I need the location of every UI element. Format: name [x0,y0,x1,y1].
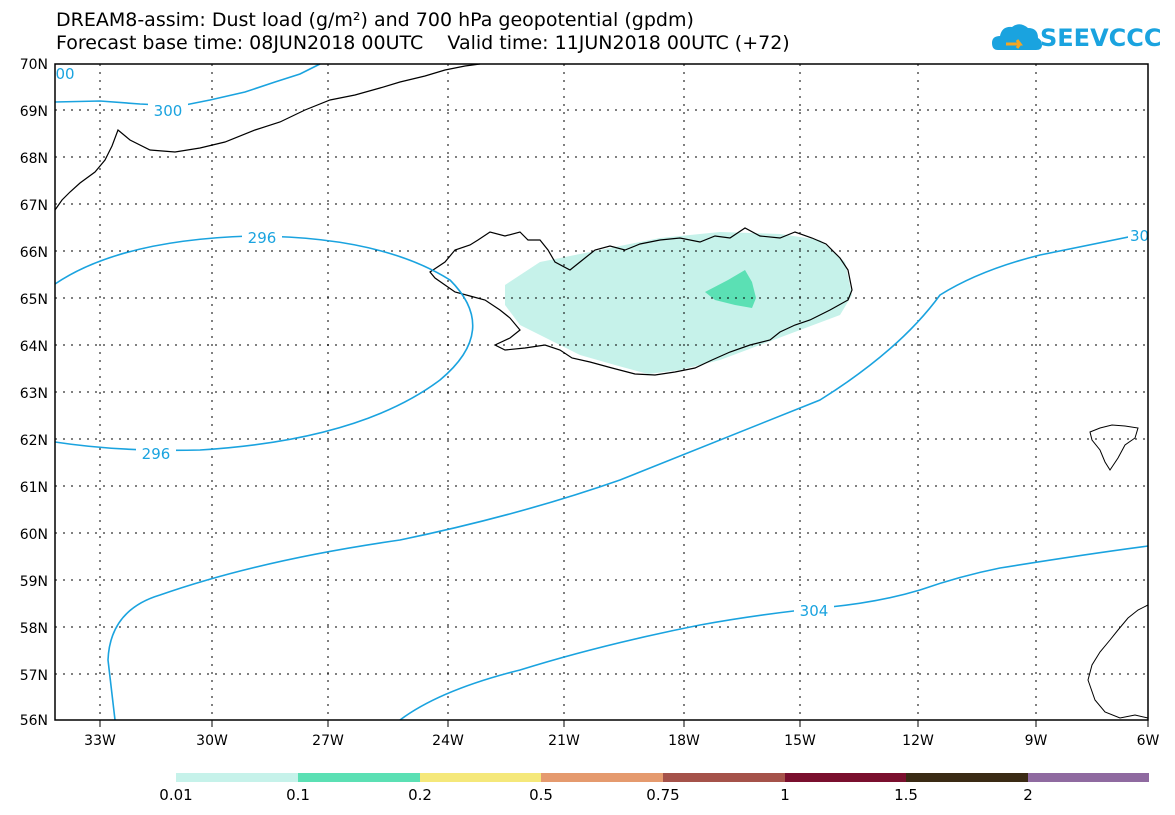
lon-label: 9W [1025,733,1048,749]
lon-label: 18W [668,733,700,749]
chart-title-line2: Forecast base time: 08JUN2018 00UTC Vali… [56,32,790,54]
lon-label: 21W [548,733,580,749]
contour-296 [54,235,474,452]
colorbar-segment [663,773,785,782]
ticks [99,720,1149,727]
lat-label: 59N [20,574,48,590]
lat-label: 62N [20,433,48,449]
lon-label: 30W [196,733,228,749]
colorbar: 0.01 0.1 0.2 0.5 0.75 1 1.5 2 [159,773,1149,804]
contour-label: 296 [248,229,277,247]
colorbar-label: 0.75 [646,786,679,804]
greenland-coast [54,63,481,211]
grid-lines [55,64,1148,720]
contour-label: 00 [55,65,74,83]
lon-label: 15W [784,733,816,749]
lat-labels: 70N 69N 68N 67N 66N 65N 64N 63N 62N 61N … [20,57,48,729]
logo-text: SEEVCCC [1040,24,1162,52]
lat-label: 70N [20,57,48,73]
map-frame [54,63,1149,721]
colorbar-label: 0.5 [529,786,553,804]
colorbar-segment [785,773,906,782]
chart-title-line1: DREAM8-assim: Dust load (g/m²) and 700 h… [56,9,694,31]
contour-300 [54,63,321,107]
lat-label: 61N [20,480,48,496]
colorbar-segment [541,773,663,782]
contour-300-south [107,232,1149,721]
lon-label: 27W [312,733,344,749]
lat-label: 57N [20,668,48,684]
contour-label: 304 [800,602,829,620]
lat-label: 65N [20,292,48,308]
colorbar-segment [420,773,541,782]
lon-label: 24W [432,733,464,749]
colorbar-label: 1 [780,786,790,804]
iceland-coast [429,227,853,376]
lat-label: 68N [20,151,48,167]
dust-area-light [505,232,852,374]
lat-label: 60N [20,527,48,543]
colorbar-segment [176,773,298,782]
contour-label: 300 [154,102,183,120]
scotland-coast [1087,604,1149,719]
colorbar-label: 2 [1023,786,1033,804]
lat-label: 56N [20,713,48,729]
colorbar-label: 0.01 [159,786,192,804]
colorbar-segment [1028,773,1149,782]
iceland [429,227,853,376]
lat-label: 58N [20,621,48,637]
contour-label: 30 [1130,227,1149,245]
lon-label: 6W [1137,733,1160,749]
lat-label: 66N [20,245,48,261]
colorbar-segment [906,773,1028,782]
contour-label: 296 [142,445,171,463]
contour-label-group: 300 00 296 296 30 304 [55,65,1150,620]
colorbar-label: 0.2 [408,786,432,804]
faroe-coast [1089,424,1139,471]
lon-label: 33W [84,733,116,749]
colorbar-label: 1.5 [894,786,918,804]
lat-label: 67N [20,198,48,214]
cloud-icon [992,24,1042,50]
colorbar-segment [298,773,420,782]
lat-label: 64N [20,339,48,355]
lon-labels: 33W 30W 27W 24W 21W 18W 15W 12W 9W 6W [84,733,1159,749]
lat-label: 69N [20,104,48,120]
colorbar-label: 0.1 [286,786,310,804]
lon-label: 12W [902,733,934,749]
lat-label: 63N [20,386,48,402]
contour-lines [54,63,1149,721]
